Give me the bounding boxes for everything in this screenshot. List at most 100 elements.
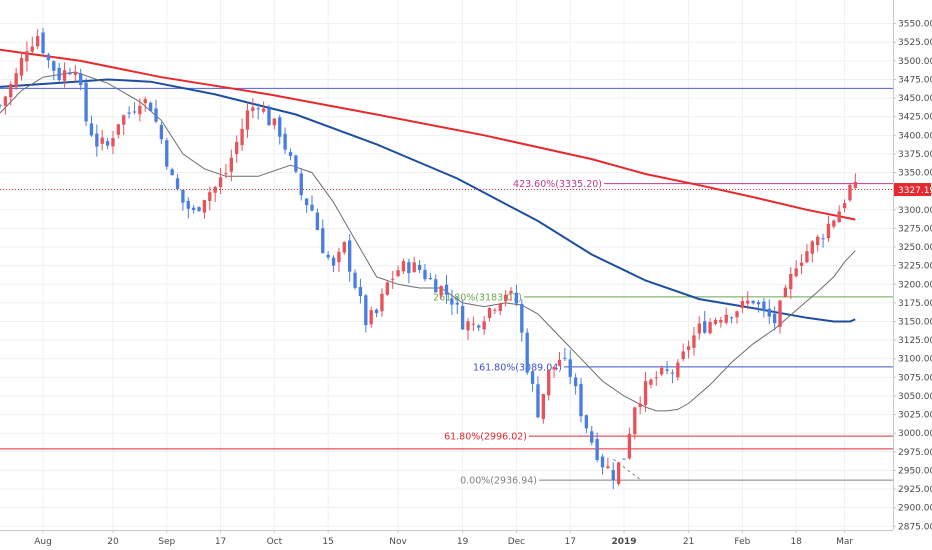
- price-axis-label: 3350.00: [898, 169, 932, 179]
- candle-body: [374, 309, 379, 314]
- candle-body: [703, 321, 707, 333]
- candle-body: [826, 223, 831, 239]
- candle-body: [525, 332, 529, 373]
- candle-body: [848, 184, 852, 201]
- candle-body: [842, 203, 847, 209]
- candle-body: [740, 301, 745, 308]
- candle-body: [208, 192, 212, 201]
- candle-body: [686, 346, 691, 350]
- candle-body: [638, 403, 642, 407]
- candle-body: [385, 282, 389, 295]
- candle-body: [487, 307, 492, 319]
- price-axis-label: 2900.00: [898, 504, 932, 514]
- candle-body: [412, 262, 416, 273]
- price-axis-label: 3250.00: [898, 243, 932, 253]
- candle-body: [756, 302, 761, 305]
- candle-body: [622, 458, 626, 460]
- candle-body: [396, 270, 400, 277]
- price-axis-label: 3200.00: [898, 280, 932, 290]
- candle-body: [649, 379, 653, 385]
- candle-body: [444, 284, 449, 295]
- candle-body: [181, 189, 185, 203]
- candle-body: [417, 264, 422, 270]
- candle-body: [14, 73, 18, 88]
- candle-body: [315, 212, 320, 230]
- candle-body: [509, 290, 513, 294]
- candle-body: [272, 118, 277, 126]
- candle-body: [530, 371, 535, 384]
- price-axis-label: 3100.00: [898, 355, 932, 365]
- candle-body: [557, 359, 562, 366]
- candle-body: [337, 251, 341, 263]
- time-axis-label: 2019: [611, 537, 636, 547]
- candle-body: [520, 303, 524, 333]
- candle-body: [751, 300, 755, 304]
- candle-body: [105, 141, 110, 146]
- moving-average-line: [0, 78, 856, 323]
- candle-body: [724, 314, 728, 323]
- candle-body: [348, 240, 352, 272]
- fib-level-label: 423.60%(3335.20): [513, 179, 602, 190]
- candle-body: [611, 470, 615, 481]
- candle-body: [294, 155, 298, 172]
- price-axis-label: 3050.00: [898, 392, 932, 402]
- candle-body: [100, 137, 104, 144]
- candle-body: [772, 313, 777, 324]
- time-axis-label: Dec: [508, 537, 525, 547]
- candle-body: [358, 287, 363, 296]
- price-axis-label: 3450.00: [898, 94, 932, 104]
- candle-body: [267, 108, 271, 126]
- candle-body: [326, 254, 330, 258]
- candle-body: [9, 84, 13, 98]
- price-axis-label: 3275.00: [898, 224, 932, 234]
- moving-average-line: [0, 71, 856, 412]
- candle-body: [697, 323, 702, 334]
- time-axis-label: Oct: [267, 537, 283, 547]
- candle-body: [52, 61, 56, 71]
- candle-body: [353, 272, 357, 288]
- candle-body: [514, 292, 519, 304]
- candle-body: [213, 186, 217, 193]
- candle-body: [600, 456, 605, 468]
- candle-body: [434, 279, 438, 293]
- candle-body: [256, 108, 260, 110]
- price-axis-label: 3150.00: [898, 317, 932, 327]
- price-axis-panel: [893, 0, 932, 550]
- candle-body: [541, 393, 545, 419]
- candle-body: [563, 357, 567, 359]
- candle-body: [304, 198, 309, 206]
- candle-body: [35, 36, 40, 47]
- price-axis-label: 2975.00: [898, 448, 932, 458]
- price-axis-label: 3175.00: [898, 299, 932, 309]
- candle-body: [148, 102, 153, 111]
- candle-body: [810, 241, 814, 254]
- candle-body: [364, 295, 368, 326]
- candle-body: [455, 302, 459, 305]
- candle-body: [477, 325, 481, 328]
- candle-body: [218, 177, 223, 187]
- candle-body: [0, 105, 2, 107]
- candle-body: [568, 359, 572, 377]
- candle-body: [202, 200, 207, 213]
- candle-body: [713, 320, 718, 324]
- candle-body: [261, 108, 266, 112]
- price-axis-label: 3525.00: [898, 38, 932, 48]
- time-axis-label: 17: [215, 537, 226, 547]
- time-axis-label: 18: [790, 537, 802, 547]
- candle-body: [288, 152, 293, 156]
- fib-level-label: 161.80%(3089.04): [473, 362, 562, 373]
- candle-body: [116, 124, 121, 135]
- candle-body: [175, 178, 180, 190]
- candle-body: [122, 115, 126, 125]
- candle-body: [778, 300, 782, 327]
- time-axis-label: 21: [683, 537, 694, 547]
- time-axis-label: Aug: [34, 537, 52, 547]
- candle-body: [25, 51, 29, 62]
- candle-body: [681, 351, 685, 359]
- candle-body: [165, 140, 169, 167]
- candle-body: [57, 67, 61, 81]
- candle-body: [708, 321, 712, 334]
- candle-body: [767, 308, 771, 317]
